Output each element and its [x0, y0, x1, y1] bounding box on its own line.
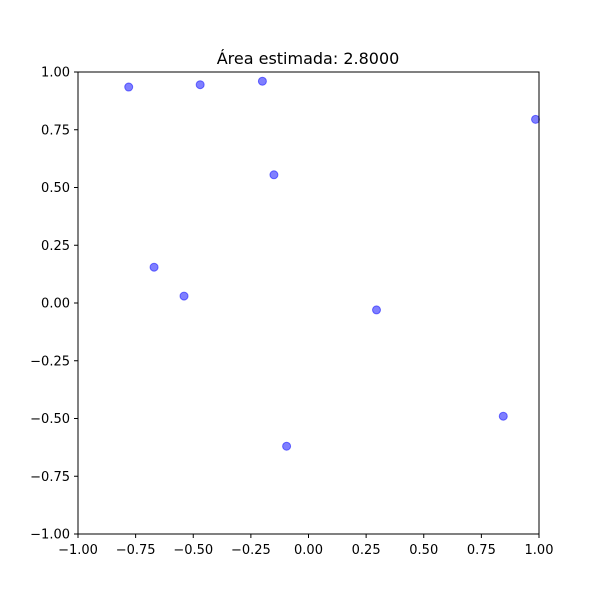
- x-tick-label: 0.25: [352, 543, 381, 558]
- y-axis: −1.00 −0.75 −0.50 −0.25 0.00 0.25 0.50 0.75 1.00: [30, 66, 78, 543]
- x-tick-label: −0.25: [231, 543, 271, 558]
- x-tick-label: −0.50: [173, 543, 213, 558]
- x-tick-label: 0.75: [467, 543, 496, 558]
- chart-title: Área estimada: 2.8000: [217, 49, 400, 68]
- y-tick-label: 0.50: [41, 181, 70, 196]
- data-points: [124, 76, 541, 451]
- scatter-point: [371, 305, 381, 315]
- scatter-point: [195, 80, 205, 90]
- scatter-point: [179, 291, 189, 301]
- x-tick-label: 0.00: [294, 543, 323, 558]
- x-tick-label: 0.50: [409, 543, 438, 558]
- scatter-point: [282, 441, 292, 451]
- x-tick-label: −1.00: [58, 543, 98, 558]
- plot-frame: [77, 71, 540, 535]
- scatter-point: [531, 114, 541, 124]
- scatter-point: [257, 76, 267, 86]
- scatter-point: [269, 170, 279, 180]
- y-tick-label: 0.00: [41, 297, 70, 312]
- y-tick-label: −0.75: [30, 470, 70, 485]
- y-tick-label: −1.00: [30, 528, 70, 543]
- y-tick-label: 0.25: [41, 239, 70, 254]
- x-axis: −1.00 −0.75 −0.50 −0.25 0.00 0.25 0.50 0.75 1.00: [58, 534, 553, 558]
- scatter-point: [498, 411, 508, 421]
- x-tick-label: −0.75: [116, 543, 156, 558]
- y-tick-label: −0.25: [30, 354, 70, 369]
- y-tick-label: −0.50: [30, 412, 70, 427]
- scatter-point: [124, 82, 134, 92]
- scatter-point: [149, 262, 159, 272]
- y-tick-label: 0.75: [41, 123, 70, 138]
- y-tick-label: 1.00: [41, 66, 70, 81]
- x-tick-label: 1.00: [525, 543, 554, 558]
